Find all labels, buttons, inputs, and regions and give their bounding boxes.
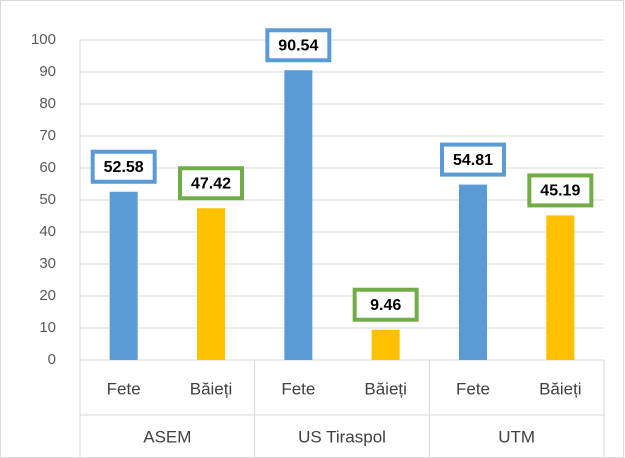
bar: [371, 329, 400, 360]
group-label: US Tiraspol: [298, 427, 386, 446]
data-label-box: [352, 287, 419, 322]
data-label-box: [265, 28, 332, 63]
data-label-box: [440, 142, 506, 177]
bar: [459, 184, 487, 360]
bar: [109, 191, 138, 360]
data-label: 9.46: [370, 297, 401, 314]
x-tick-label: Fete: [456, 379, 490, 398]
y-tick-label: 80: [39, 95, 56, 112]
data-label: 52.58: [104, 159, 144, 176]
y-tick-label: 20: [39, 287, 56, 304]
y-tick-label: 10: [39, 319, 56, 336]
x-tick-label: Fete: [107, 379, 141, 398]
x-tick-label: Băieți: [364, 379, 407, 398]
x-tick-label: Băieți: [539, 379, 582, 398]
y-tick-label: 70: [39, 127, 56, 144]
y-tick-label: 50: [39, 191, 56, 208]
data-label-box: [178, 166, 244, 201]
data-label: 47.42: [191, 175, 231, 192]
y-tick-label: 60: [39, 159, 56, 176]
y-tick-label: 100: [31, 31, 56, 48]
x-tick-label: Băieți: [190, 379, 233, 398]
x-tick-label: Fete: [281, 379, 315, 398]
data-label: 90.54: [278, 37, 318, 54]
y-tick-label: 40: [39, 223, 56, 240]
y-tick-label: 30: [39, 255, 56, 272]
y-tick-label: 0: [48, 351, 56, 368]
bar: [546, 215, 575, 360]
bar: [284, 70, 313, 360]
data-label-box: [527, 173, 594, 208]
group-label: ASEM: [143, 427, 191, 446]
data-label-box: [90, 149, 157, 184]
data-label: 54.81: [453, 152, 493, 169]
y-tick-label: 90: [39, 63, 56, 80]
data-label: 45.19: [540, 183, 580, 200]
group-label: UTM: [498, 427, 535, 446]
bar: [197, 208, 225, 360]
